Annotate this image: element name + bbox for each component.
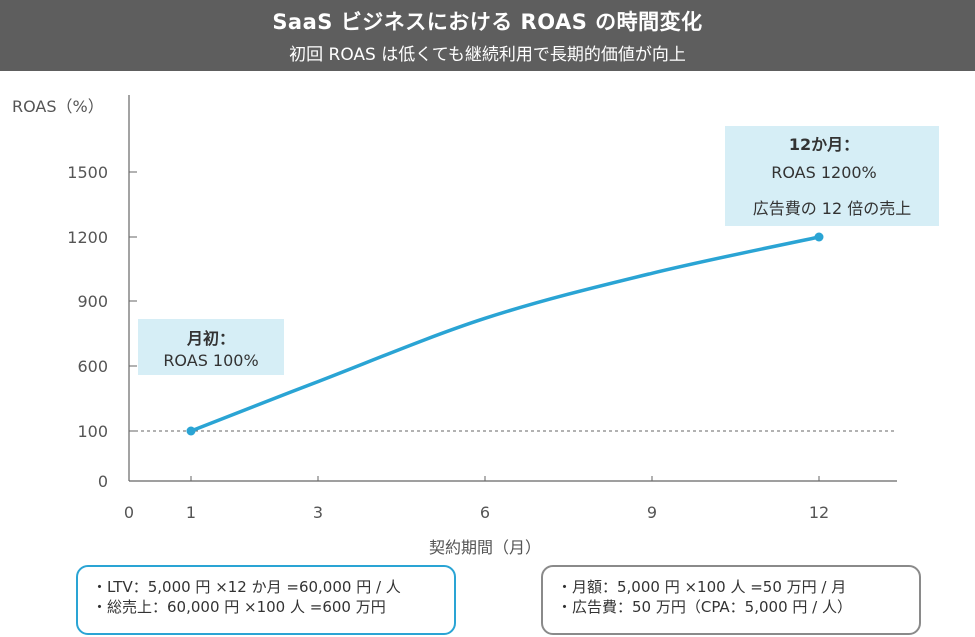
x-axis-title: 契約期間（月） bbox=[429, 538, 541, 557]
start-callout-heading: 月初： bbox=[186, 329, 235, 348]
end-point-marker bbox=[814, 232, 824, 242]
x-tick-label: 3 bbox=[313, 503, 323, 522]
x-tick-label: 0 bbox=[124, 503, 134, 522]
chart-plot-area bbox=[129, 232, 897, 436]
chart-header: SaaS ビジネスにおける ROAS の時間変化 初回 ROAS は低くても継続… bbox=[0, 0, 975, 71]
chart-title: SaaS ビジネスにおける ROAS の時間変化 bbox=[272, 10, 703, 34]
y-tick-label: 900 bbox=[77, 292, 108, 311]
ad-cost-note-line: ・広告費：50 万円（CPA：5,000 円 / 人） bbox=[557, 598, 852, 616]
start-callout-value: ROAS 100% bbox=[163, 351, 258, 370]
y-axis-title: ROAS（%） bbox=[12, 97, 104, 116]
end-callout-detail: 広告費の 12 倍の売上 bbox=[753, 199, 912, 218]
chart-ticks: 0 100 600 900 1200 1500 0 1 3 6 9 12 bbox=[67, 163, 829, 522]
cost-note-box: ・月額：5,000 円 ×100 人 =50 万円 / 月 ・広告費：50 万円… bbox=[541, 565, 921, 635]
y-tick-label: 100 bbox=[77, 422, 108, 441]
y-tick-label: 0 bbox=[98, 472, 108, 491]
x-tick-label: 12 bbox=[809, 503, 829, 522]
start-callout-box bbox=[138, 319, 284, 375]
x-tick-label: 1 bbox=[186, 503, 196, 522]
chart-axes: ROAS（%） 契約期間（月） bbox=[12, 95, 897, 557]
end-callout-box bbox=[725, 126, 939, 226]
total-sales-note-line: ・総売上：60,000 円 ×100 人 =600 万円 bbox=[92, 598, 386, 616]
roas-series-line bbox=[189, 235, 821, 433]
x-tick-label: 9 bbox=[647, 503, 657, 522]
monthly-fee-note-line: ・月額：5,000 円 ×100 人 =50 万円 / 月 bbox=[557, 578, 847, 596]
ltv-note-box: ・LTV：5,000 円 ×12 か月 =60,000 円 / 人 ・総売上：6… bbox=[76, 565, 456, 635]
x-tick-label: 6 bbox=[480, 503, 490, 522]
ltv-note-line: ・LTV：5,000 円 ×12 か月 =60,000 円 / 人 bbox=[92, 578, 401, 596]
y-tick-label: 1200 bbox=[67, 228, 108, 247]
roas-line-chart: ROAS（%） 契約期間（月） 0 100 600 900 1200 1500 0 1 3 6 9 12… bbox=[12, 95, 939, 557]
start-point-marker bbox=[186, 426, 196, 436]
y-tick-label: 1500 bbox=[67, 163, 108, 182]
chart-callouts: 月初： ROAS 100% 12か月： ROAS 1200% 広告費の 12 倍の売上 bbox=[138, 126, 939, 375]
chart-subtitle: 初回 ROAS は低くても継続利用で長期的価値が向上 bbox=[289, 45, 686, 65]
y-tick-label: 600 bbox=[77, 357, 108, 376]
end-callout-heading: 12か月： bbox=[789, 135, 859, 154]
end-callout-value: ROAS 1200% bbox=[771, 163, 877, 182]
